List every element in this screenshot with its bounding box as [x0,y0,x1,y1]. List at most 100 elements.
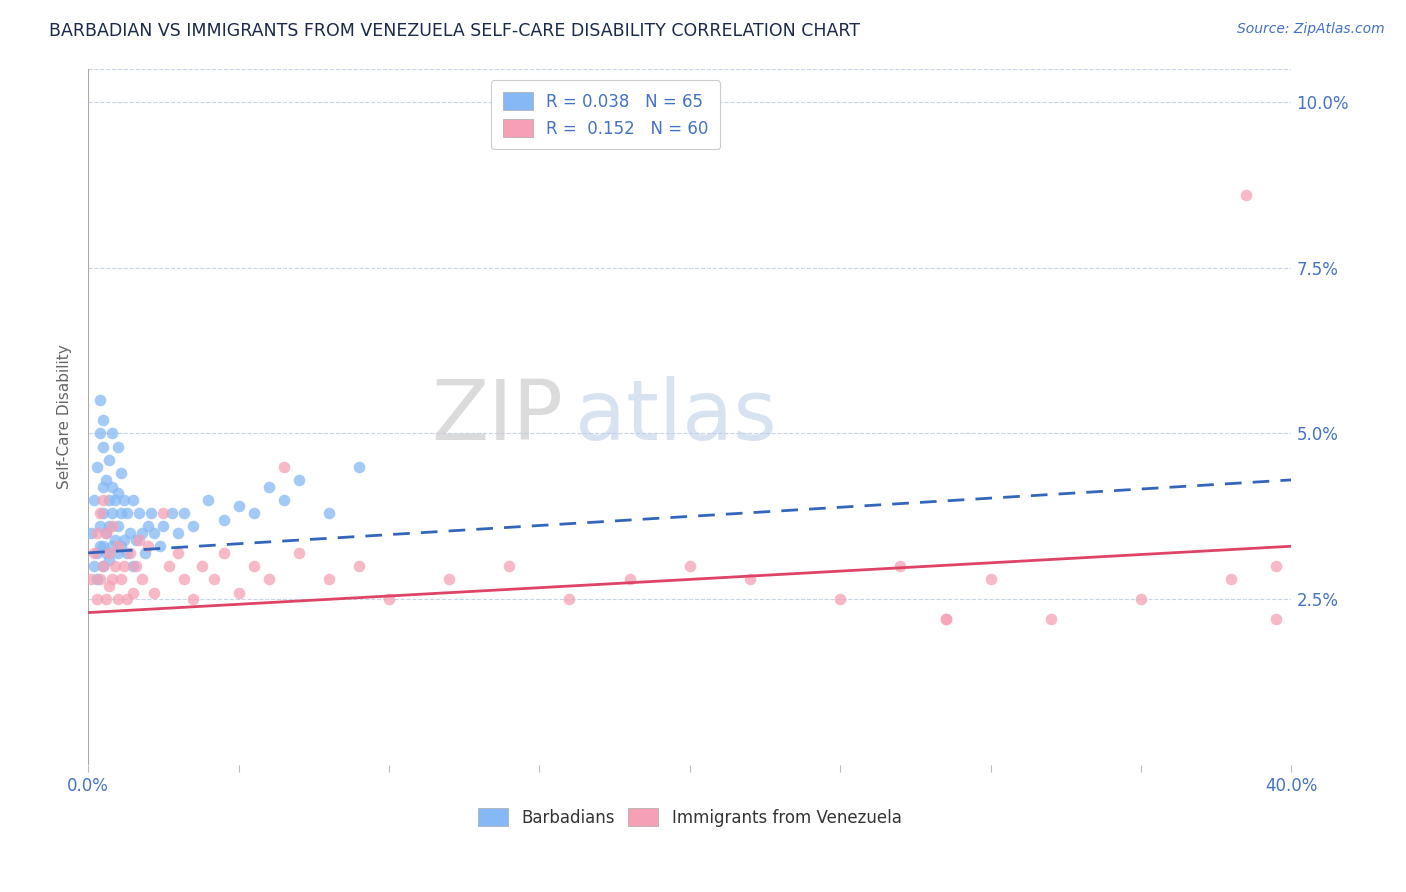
Point [104,533,127,547]
Point [120,525,142,540]
Point [934,612,956,626]
Point [107,519,129,533]
Point [107,440,129,454]
Y-axis label: Self-Care Disability: Self-Care Disability [58,344,72,489]
Point [91,559,114,574]
Point [1265,612,1288,626]
Point [183,519,205,533]
Point [86,546,108,560]
Point [257,573,280,587]
Point [980,573,1002,587]
Point [80,525,103,540]
Point [619,573,641,587]
Point [98,492,121,507]
Point [101,426,124,441]
Point [558,592,581,607]
Point [136,539,159,553]
Point [934,612,956,626]
Point [228,500,250,514]
Point [86,525,108,540]
Point [1265,559,1288,574]
Point [347,459,370,474]
Point [347,559,370,574]
Point [96,525,118,540]
Point [141,506,163,520]
Point [128,533,150,547]
Point [104,559,127,574]
Text: atlas: atlas [575,376,778,458]
Point [378,592,401,607]
Point [117,592,139,607]
Text: BARBADIAN VS IMMIGRANTS FROM VENEZUELA SELF-CARE DISABILITY CORRELATION CHART: BARBADIAN VS IMMIGRANTS FROM VENEZUELA S… [49,22,860,40]
Point [128,506,150,520]
Point [110,506,132,520]
Point [318,506,340,520]
Point [91,539,114,553]
Point [83,546,105,560]
Point [107,592,129,607]
Point [287,546,309,560]
Point [101,479,124,493]
Point [212,513,235,527]
Point [131,525,153,540]
Point [437,573,460,587]
Point [101,539,124,553]
Point [98,453,121,467]
Point [83,492,105,507]
Point [101,506,124,520]
Point [104,492,127,507]
Point [122,585,145,599]
Point [204,573,226,587]
Point [242,559,264,574]
Point [101,519,124,533]
Text: ZIP: ZIP [432,376,564,458]
Point [89,426,111,441]
Point [96,546,118,560]
Point [110,573,132,587]
Point [228,585,250,599]
Point [91,440,114,454]
Point [679,559,702,574]
Point [162,506,184,520]
Point [96,473,118,487]
Point [107,539,129,553]
Point [273,459,295,474]
Point [112,533,135,547]
Point [318,573,340,587]
Point [152,506,174,520]
Point [89,573,111,587]
Point [98,519,121,533]
Legend: Barbadians, Immigrants from Venezuela: Barbadians, Immigrants from Venezuela [471,802,908,833]
Point [242,506,264,520]
Point [122,559,145,574]
Point [830,592,852,607]
Point [91,559,114,574]
Point [86,573,108,587]
Point [101,573,124,587]
Point [110,539,132,553]
Point [91,506,114,520]
Point [80,573,103,587]
Point [157,559,180,574]
Point [120,546,142,560]
Point [112,492,135,507]
Point [273,492,295,507]
Point [167,546,190,560]
Point [112,559,135,574]
Point [89,506,111,520]
Point [107,546,129,560]
Point [117,506,139,520]
Point [122,492,145,507]
Point [143,525,166,540]
Point [257,479,280,493]
Point [191,559,214,574]
Point [134,546,156,560]
Point [96,592,118,607]
Point [889,559,911,574]
Point [98,552,121,566]
Point [117,546,139,560]
Point [1234,187,1257,202]
Point [131,573,153,587]
Point [89,393,111,408]
Point [91,492,114,507]
